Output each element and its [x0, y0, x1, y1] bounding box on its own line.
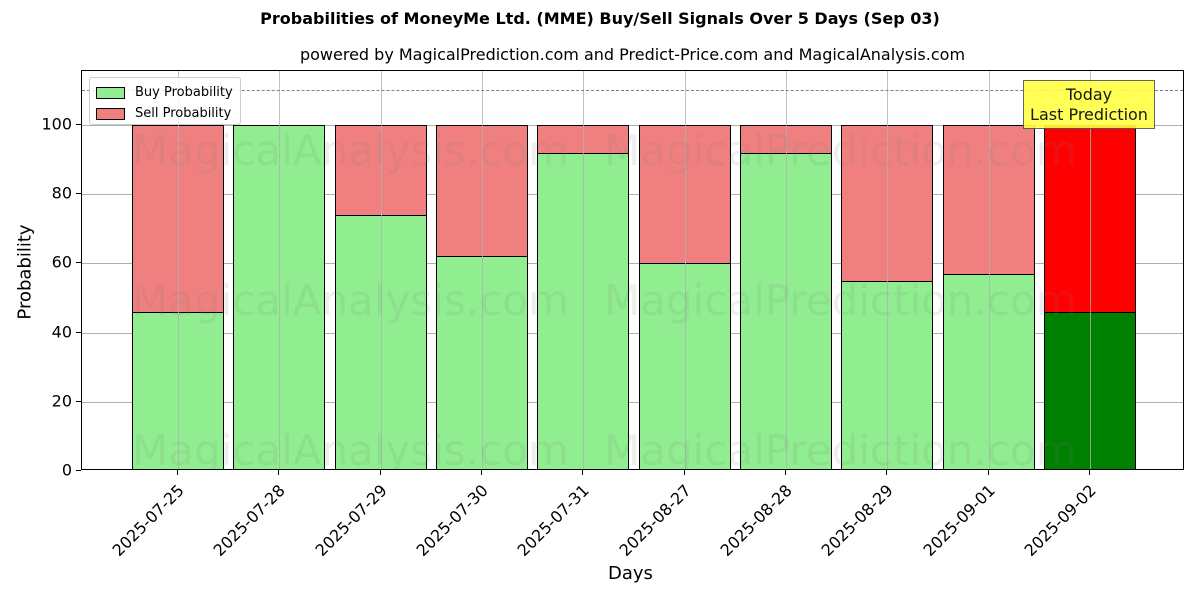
chart-subtitle: powered by MagicalPrediction.com and Pre… — [299, 45, 966, 64]
x-tick-label: 2025-07-30 — [412, 480, 492, 560]
y-tick-label: 80 — [51, 183, 72, 203]
gridline-x — [279, 71, 281, 469]
y-tick-label: 40 — [51, 322, 72, 342]
x-tick — [987, 470, 989, 475]
legend-item-buy: Buy Probability — [96, 85, 233, 100]
x-tick — [379, 470, 381, 475]
legend: Buy Probability Sell Probability — [89, 77, 241, 125]
y-tick-label: 20 — [51, 391, 72, 411]
y-tick — [76, 124, 81, 125]
gridline-x — [887, 71, 889, 469]
reference-line — [82, 90, 1183, 92]
x-tick — [177, 470, 178, 475]
x-tick — [278, 470, 280, 475]
x-tick-label: 2025-07-28 — [209, 480, 290, 560]
x-tick — [886, 470, 888, 475]
x-tick-label: 2025-09-01 — [919, 480, 999, 560]
plot-area: Buy Probability Sell Probability Today L… — [81, 70, 1184, 470]
x-axis-label: Days — [608, 563, 653, 584]
sell-swatch-icon — [96, 107, 125, 120]
legend-buy-label: Buy Probability — [135, 85, 233, 100]
gridline-y — [82, 332, 1183, 334]
x-tick — [784, 470, 786, 475]
gridline-y — [82, 194, 1183, 196]
x-tick-label: 2025-09-02 — [1020, 480, 1100, 560]
x-tick — [480, 470, 482, 475]
gridline-y — [82, 401, 1183, 403]
gridline-y — [82, 263, 1183, 265]
y-tick — [76, 400, 81, 402]
x-tick-label: 2025-07-29 — [311, 480, 391, 560]
y-tick-label: 60 — [51, 252, 72, 272]
y-tick — [76, 470, 81, 471]
x-tick — [683, 470, 685, 475]
x-tick-label: 2025-08-27 — [615, 480, 695, 560]
annotation-line-2: Last Prediction — [1030, 105, 1148, 124]
today-annotation: Today Last Prediction — [1023, 80, 1155, 129]
y-tick — [76, 193, 81, 195]
gridline-x — [178, 71, 179, 469]
gridline-x — [481, 71, 483, 469]
gridline-y — [82, 125, 1183, 126]
x-tick-label: 2025-08-29 — [817, 480, 898, 560]
y-tick — [76, 331, 81, 333]
y-tick-label: 0 — [61, 460, 72, 480]
gridline-x — [988, 71, 990, 469]
y-tick — [76, 262, 81, 264]
y-tick-label: 100 — [41, 114, 72, 134]
buy-swatch-icon — [96, 86, 125, 99]
gridline-x — [380, 71, 382, 469]
x-tick-label: 2025-07-25 — [108, 480, 188, 560]
y-axis-label: Probability — [14, 224, 36, 320]
legend-item-sell: Sell Probability — [96, 106, 231, 121]
x-tick — [582, 470, 584, 475]
gridline-x — [583, 71, 585, 469]
chart-title: Probabilities of MoneyMe Ltd. (MME) Buy/… — [260, 9, 940, 28]
gridline-x — [785, 71, 787, 469]
gridline-x — [1089, 71, 1091, 469]
legend-sell-label: Sell Probability — [135, 106, 232, 121]
x-tick — [1088, 470, 1090, 475]
annotation-line-1: Today — [1065, 85, 1113, 104]
x-tick-label: 2025-07-31 — [513, 480, 594, 560]
x-tick-label: 2025-08-28 — [716, 480, 796, 560]
gridline-x — [684, 71, 686, 469]
